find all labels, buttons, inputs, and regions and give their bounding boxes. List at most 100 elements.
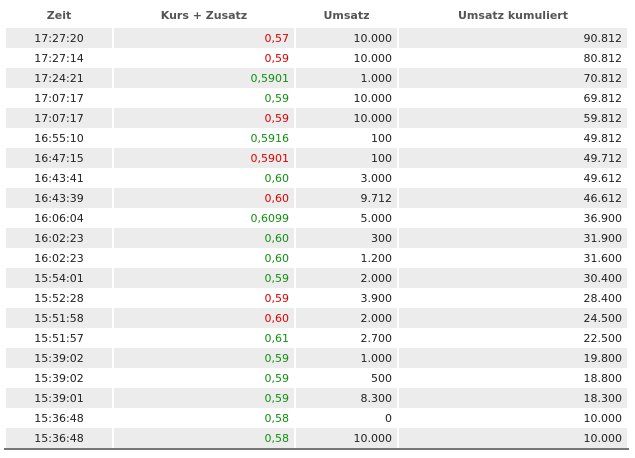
trade-row: 17:27:20 0,57 10.000 90.812: [6, 28, 627, 48]
price-cell: 0,59: [264, 291, 290, 305]
volume-cell: 9.712: [296, 188, 397, 208]
time-cell: 17:07:17: [6, 108, 112, 128]
trade-row: 16:43:41 0,60 3.000 49.612: [6, 168, 627, 188]
price-cell: 0,60: [264, 171, 290, 185]
time-cell: 16:47:15: [6, 148, 112, 168]
cumulative-volume-cell: 70.812: [399, 68, 627, 88]
volume-cell: 1.000: [296, 68, 397, 88]
volume-cell: 0: [385, 411, 392, 425]
cumulative-volume-cell: 18.800: [583, 371, 623, 385]
trade-row: 17:07:17 0,59 10.000 69.812: [6, 88, 627, 108]
price-cell: 0,60: [114, 308, 294, 328]
cumulative-volume-cell: 10.000: [399, 428, 627, 448]
time-cell: 15:36:48: [6, 428, 112, 448]
price-cell: 0,59: [264, 91, 290, 105]
trade-row: 15:52:28 0,59 3.900 28.400: [6, 288, 627, 308]
volume-cell: 3.900: [360, 291, 393, 305]
cumulative-volume-cell: 59.812: [399, 108, 627, 128]
volume-cell: 100: [296, 148, 397, 168]
volume-cell: 5.000: [360, 211, 393, 225]
time-cell: 16:02:23: [34, 251, 84, 265]
cumulative-volume-cell: 49.712: [399, 148, 627, 168]
time-cell: 15:36:48: [34, 411, 84, 425]
time-cell: 15:52:28: [34, 291, 84, 305]
price-cell: 0,59: [114, 388, 294, 408]
cumulative-volume-cell: 46.612: [399, 188, 627, 208]
header-cell: Umsatz: [323, 8, 370, 22]
time-cell: 16:55:10: [34, 131, 84, 145]
price-cell: 0,60: [264, 251, 290, 265]
trade-row: 15:36:48 0,58 0 10.000: [6, 408, 627, 428]
trade-row: 15:51:57 0,61 2.700 22.500: [6, 328, 627, 348]
time-cell: 17:24:21: [6, 68, 112, 88]
time-cell: 16:43:39: [6, 188, 112, 208]
volume-cell: 2.000: [296, 308, 397, 328]
volume-cell: 1.200: [360, 251, 393, 265]
trade-row: 16:02:23 0,60 300 31.900: [6, 228, 627, 248]
price-cell: 0,61: [264, 331, 290, 345]
volume-cell: 100: [371, 131, 392, 145]
trade-row: 17:07:17 0,59 10.000 59.812: [6, 108, 627, 128]
cumulative-volume-cell: 49.612: [583, 171, 623, 185]
header-cell: Kurs + Zusatz: [160, 8, 248, 22]
volume-cell: 3.000: [360, 171, 393, 185]
time-cell: 17:27:20: [6, 28, 112, 48]
price-cell: 0,59: [114, 268, 294, 288]
volume-cell: 1.000: [296, 348, 397, 368]
trade-row: 15:39:02 0,59 500 18.800: [6, 368, 627, 388]
price-cell: 0,57: [114, 28, 294, 48]
time-cell: 17:07:17: [34, 91, 84, 105]
trade-row: 15:39:01 0,59 8.300 18.300: [6, 388, 627, 408]
price-cell: 0,5901: [114, 148, 294, 168]
price-cell: 0,5916: [250, 131, 290, 145]
trade-row: 17:27:14 0,59 10.000 80.812: [6, 48, 627, 68]
price-cell: 0,59: [114, 108, 294, 128]
cumulative-volume-cell: 69.812: [583, 91, 623, 105]
trade-row: 15:39:02 0,59 1.000 19.800: [6, 348, 627, 368]
trade-row: 17:24:21 0,5901 1.000 70.812: [6, 68, 627, 88]
cumulative-volume-cell: 31.900: [399, 228, 627, 248]
trade-row: 15:36:48 0,58 10.000 10.000: [6, 428, 627, 448]
trade-row: 16:55:10 0,5916 100 49.812: [6, 128, 627, 148]
time-cell: 15:39:01: [6, 388, 112, 408]
time-cell: 15:51:58: [6, 308, 112, 328]
trade-row: 16:02:23 0,60 1.200 31.600: [6, 248, 627, 268]
cumulative-volume-cell: 24.500: [399, 308, 627, 328]
price-cell: 0,59: [264, 51, 290, 65]
time-cell: 15:54:01: [6, 268, 112, 288]
cumulative-volume-cell: 19.800: [399, 348, 627, 368]
cumulative-volume-cell: 36.900: [583, 211, 623, 225]
time-cell: 16:43:41: [34, 171, 84, 185]
header-row: Zeit Kurs + Zusatz Umsatz Umsatz kumulie…: [6, 2, 627, 28]
cumulative-volume-cell: 22.500: [583, 331, 623, 345]
volume-cell: 10.000: [296, 28, 397, 48]
trade-row: 16:06:04 0,6099 5.000 36.900: [6, 208, 627, 228]
volume-cell: 8.300: [296, 388, 397, 408]
cumulative-volume-cell: 18.300: [399, 388, 627, 408]
cumulative-volume-cell: 49.812: [583, 131, 623, 145]
volume-cell: 10.000: [296, 428, 397, 448]
time-cell: 17:27:14: [34, 51, 84, 65]
volume-cell: 500: [371, 371, 392, 385]
time-cell: 15:39:02: [6, 348, 112, 368]
volume-cell: 10.000: [353, 91, 393, 105]
price-cell: 0,59: [114, 348, 294, 368]
header-cell: Umsatz kumuliert: [458, 8, 568, 22]
volume-cell: 300: [296, 228, 397, 248]
cumulative-volume-cell: 80.812: [583, 51, 623, 65]
volume-cell: 10.000: [296, 108, 397, 128]
price-cell: 0,6099: [250, 211, 290, 225]
time-cell: 15:39:02: [34, 371, 84, 385]
price-cell: 0,58: [114, 428, 294, 448]
trade-row: 16:43:39 0,60 9.712 46.612: [6, 188, 627, 208]
time-cell: 16:02:23: [6, 228, 112, 248]
time-cell: 16:06:04: [34, 211, 84, 225]
volume-cell: 10.000: [353, 51, 393, 65]
price-cell: 0,59: [264, 371, 290, 385]
cumulative-volume-cell: 31.600: [583, 251, 623, 265]
time-cell: 15:51:57: [34, 331, 84, 345]
price-cell: 0,58: [264, 411, 290, 425]
cumulative-volume-cell: 28.400: [583, 291, 623, 305]
volume-cell: 2.000: [296, 268, 397, 288]
